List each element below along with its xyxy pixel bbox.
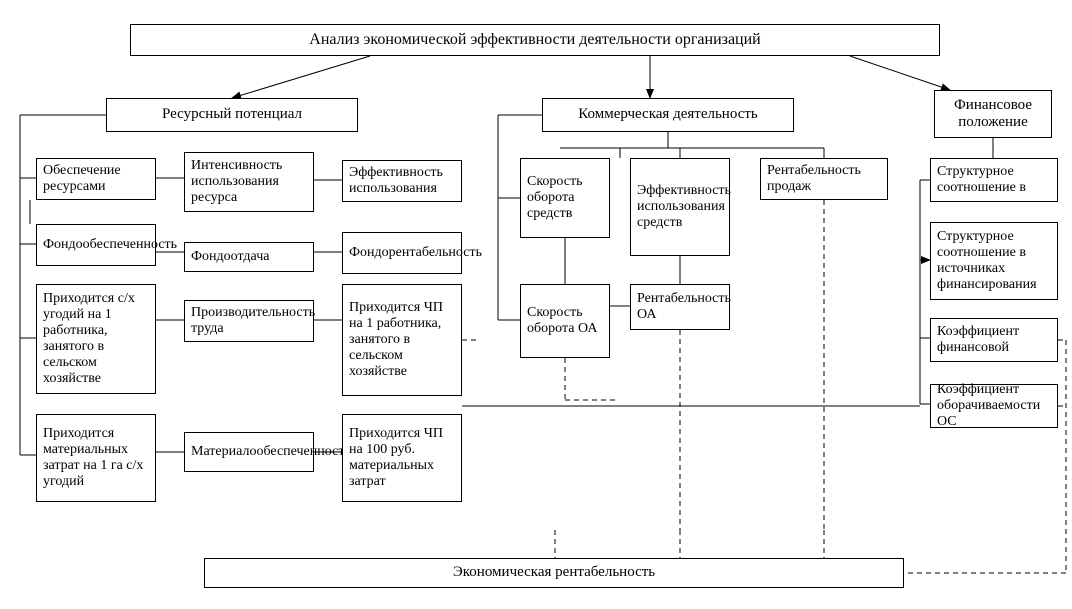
label-r2b: Фондоотдача [191,249,269,265]
label-r3b: Фондорентабельность [349,245,482,261]
node-r1a: Обеспечение ресурсами [36,158,156,200]
label-r1c: Приходится с/х угодий на 1 работника, за… [43,291,149,388]
label-r3d: Приходится ЧП на 100 руб. материальных з… [349,426,455,490]
label-r1a: Обеспечение ресурсами [43,163,149,195]
node-c1b: Скорость оборота ОА [520,284,610,358]
label-f1: Структурное соотношение в [937,164,1051,196]
node-r3d: Приходится ЧП на 100 руб. материальных з… [342,414,462,502]
node-r2c: Производительность труда [184,300,314,342]
node-f1: Структурное соотношение в [930,158,1058,202]
node-r2d: Материалообеспеченность [184,432,314,472]
label-c1a: Скорость оборота средств [527,174,603,222]
label-r1b: Фондообеспеченность [43,237,177,253]
label-r2a: Интенсивность использования ресурса [191,158,307,206]
node-r2b: Фондоотдача [184,242,314,272]
node-c2b: Рентабельность ОА [630,284,730,330]
label-commerce: Коммерческая деятельность [578,106,758,123]
node-r2a: Интенсивность использования ресурса [184,152,314,212]
node-commerce: Коммерческая деятельность [542,98,794,132]
node-r3b: Фондорентабельность [342,232,462,274]
label-econ: Экономическая рентабельность [453,564,655,581]
node-resource: Ресурсный потенциал [106,98,358,132]
node-finance: Финансовое положение [934,90,1052,138]
node-f2: Структурное соотношение в источниках фин… [930,222,1058,300]
label-r1d: Приходится материальных затрат на 1 га с… [43,426,149,490]
label-r2c: Производительность труда [191,305,315,337]
label-c1b: Скорость оборота ОА [527,305,603,337]
label-f3: Коэффициент финансовой [937,324,1051,356]
node-econ: Экономическая рентабельность [204,558,904,588]
node-r1b: Фондообеспеченность [36,224,156,266]
node-root: Анализ экономической эффективности деяте… [130,24,940,56]
label-c2b: Рентабельность ОА [637,291,731,323]
label-r3a: Эффективность использования [349,165,455,197]
label-c3a: Рентабельность продаж [767,163,881,195]
node-f3: Коэффициент финансовой [930,318,1058,362]
node-c3a: Рентабельность продаж [760,158,888,200]
label-r2d: Материалообеспеченность [191,444,351,460]
node-r3a: Эффективность использования [342,160,462,202]
node-c2a: Эффективность использования средств [630,158,730,256]
label-root: Анализ экономической эффективности деяте… [309,31,760,49]
label-f2: Структурное соотношение в источниках фин… [937,229,1051,293]
node-r1d: Приходится материальных затрат на 1 га с… [36,414,156,502]
node-f4: Коэффициент оборачиваемости ОС [930,384,1058,428]
label-f4: Коэффициент оборачиваемости ОС [937,382,1051,430]
node-r1c: Приходится с/х угодий на 1 работника, за… [36,284,156,394]
node-r3c: Приходится ЧП на 1 работника, занятого в… [342,284,462,396]
label-resource: Ресурсный потенциал [162,106,302,123]
label-finance: Финансовое положение [941,97,1045,132]
node-c1a: Скорость оборота средств [520,158,610,238]
label-r3c: Приходится ЧП на 1 работника, занятого в… [349,300,455,380]
label-c2a: Эффективность использования средств [637,183,731,231]
